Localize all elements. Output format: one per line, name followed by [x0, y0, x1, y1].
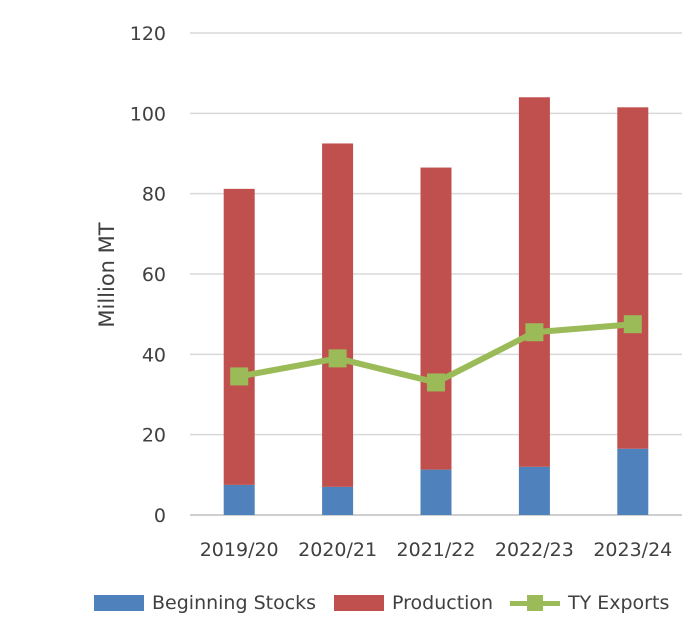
legend-swatch-production: [334, 595, 384, 611]
bar-production: [617, 107, 649, 449]
legend-item-ty-exports: TY Exports: [510, 586, 669, 620]
y-tick-label: 40: [142, 344, 166, 366]
bar-production: [322, 143, 354, 487]
ty-exports-marker: [525, 323, 544, 342]
legend-label-beginning-stocks: Beginning Stocks: [152, 592, 317, 614]
bar-production: [518, 97, 550, 467]
bar-production: [420, 167, 452, 470]
legend-item-production: Production: [334, 586, 493, 620]
bar-beginning-stocks: [518, 466, 550, 515]
legend: Beginning Stocks Production TY Exports: [0, 586, 700, 620]
ty-exports-marker: [623, 315, 642, 334]
bar-beginning-stocks: [322, 486, 354, 515]
y-tick-label: 60: [142, 264, 166, 286]
y-tick-label: 0: [154, 505, 166, 527]
x-tick-label: 2023/24: [593, 539, 672, 561]
bars: [223, 97, 649, 515]
legend-swatch-beginning-stocks: [94, 595, 144, 611]
legend-swatch-ty-exports: [510, 595, 560, 611]
stacked-bar-chart: 0 20 40 60 80 100 120 2019/20 2020/21 2021/22 202…: [95, 23, 682, 561]
ty-exports-marker: [328, 349, 347, 368]
ty-exports-marker: [230, 367, 249, 386]
bar-beginning-stocks: [617, 448, 649, 515]
legend-item-beginning-stocks: Beginning Stocks: [94, 586, 316, 620]
x-axis-ticks: 2019/20 2020/21 2021/22 2022/23 2023/24: [200, 539, 673, 561]
x-tick-label: 2020/21: [298, 539, 377, 561]
legend-label-production: Production: [392, 592, 494, 614]
bar-production: [223, 188, 255, 485]
x-tick-label: 2019/20: [200, 539, 279, 561]
y-axis-label: Million MT: [95, 222, 119, 327]
bar-beginning-stocks: [420, 469, 452, 515]
y-tick-label: 120: [130, 23, 166, 45]
x-tick-label: 2022/23: [495, 539, 574, 561]
legend-label-ty-exports: TY Exports: [568, 592, 670, 614]
y-tick-label: 80: [142, 184, 166, 206]
y-axis-ticks: 0 20 40 60 80 100 120: [130, 23, 166, 527]
x-tick-label: 2021/22: [397, 539, 476, 561]
ty-exports-marker: [427, 373, 445, 392]
y-tick-label: 100: [130, 103, 166, 125]
bar-beginning-stocks: [223, 484, 255, 515]
y-tick-label: 20: [142, 425, 166, 447]
ty-exports-line-group: [230, 315, 642, 392]
